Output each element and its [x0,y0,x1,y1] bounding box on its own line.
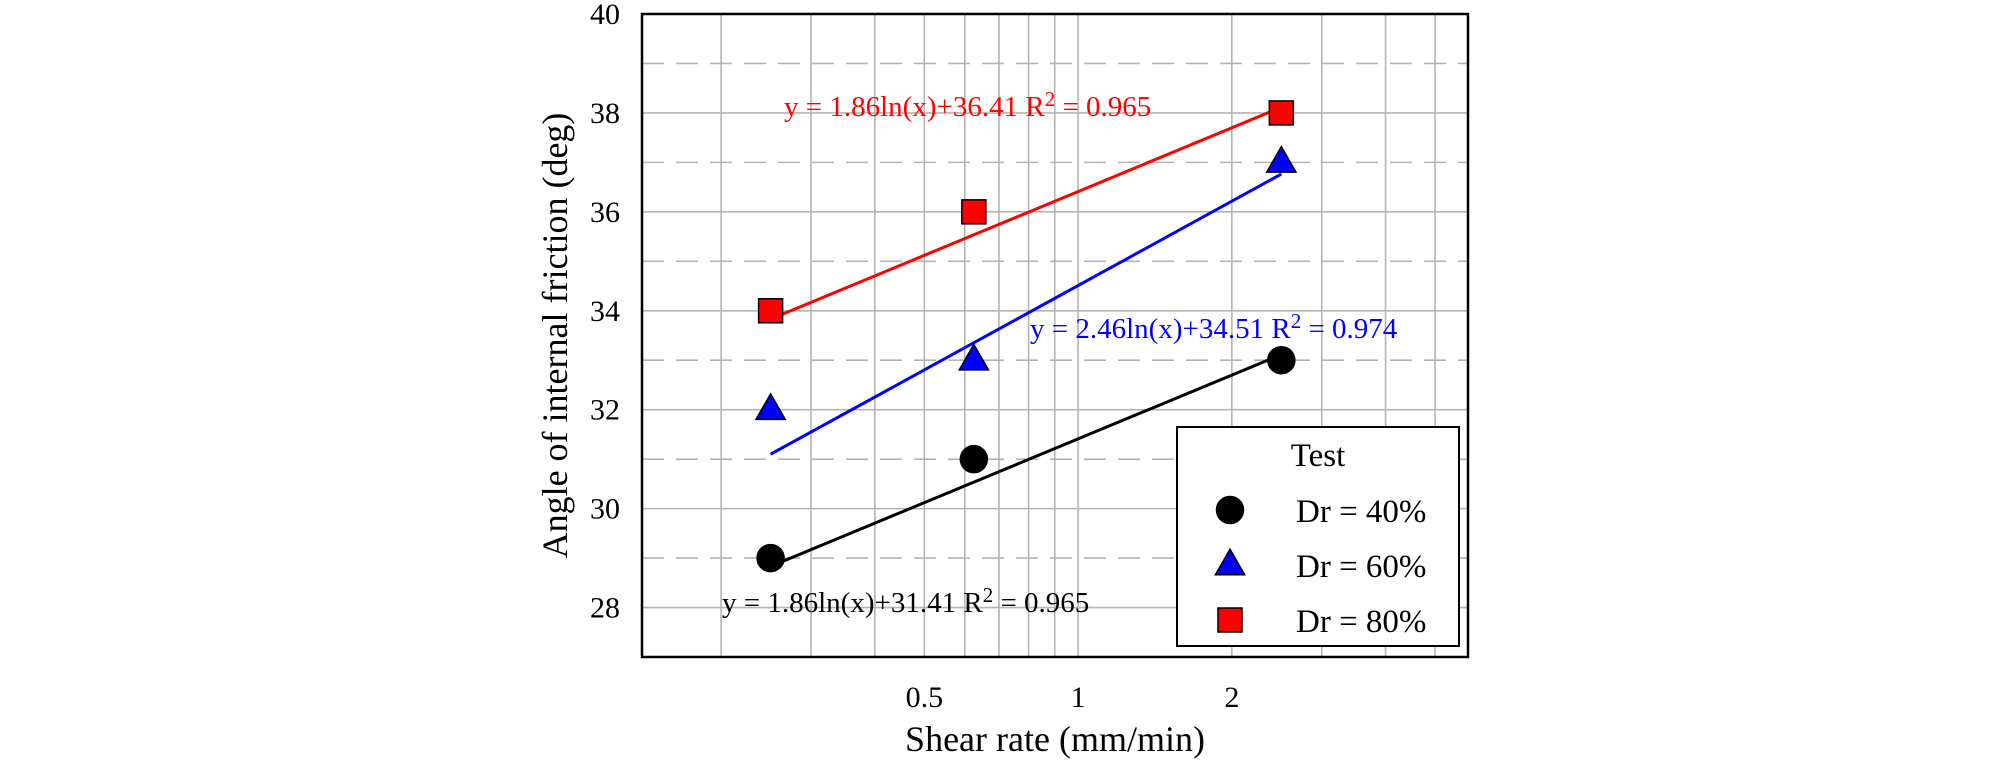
data-point-circle [756,543,785,573]
fit-line [769,172,1283,456]
y-tick-label: 40 [590,0,620,31]
y-tick-label: 38 [590,97,620,130]
y-axis-label: Angle of internal friction (deg) [535,113,575,559]
x-tick-label: 2 [1224,681,1239,714]
data-point-square [961,199,987,225]
y-tick-label: 28 [590,592,620,625]
fit-lines [769,105,1283,568]
data-point-square [757,298,784,324]
legend-marker-circle [1215,495,1245,525]
y-tick-label: 34 [590,295,620,328]
fit-equation: y = 2.46ln(x)+34.51 R2 = 0.974 [1030,309,1398,345]
y-tick-label: 30 [590,493,620,526]
tick-labels: 28 30 32 34 36 38 40 0.5 1 2 [590,0,1239,714]
x-tick-label: 0.5 [906,681,944,714]
legend-entry-label: Dr = 60% [1296,549,1426,585]
legend-title: Test [1291,438,1346,474]
x-tick-label: 1 [1071,681,1086,714]
fit-line [770,105,1282,321]
data-point-square [1268,100,1295,126]
fit-equation: y = 1.86ln(x)+36.41 R2 = 0.965 [784,87,1151,123]
legend-entry-label: Dr = 80% [1296,604,1426,640]
x-axis-label: Shear rate (mm/min) [905,719,1205,759]
y-tick-label: 32 [590,394,620,427]
y-tick-label: 36 [590,196,620,229]
legend-entry-label: Dr = 40% [1296,494,1426,530]
data-point-triangle [1265,145,1298,173]
plot-frame [640,12,1470,659]
data-point-triangle [754,392,787,421]
fit-line [770,353,1282,568]
data-point-circle [959,444,989,474]
data-point-triangle [957,342,990,371]
data-markers [754,100,1298,573]
legend: Test Dr = 40% Dr = 60% Dr = 80% [1176,426,1460,647]
fit-equation: y = 1.86ln(x)+31.41 R2 = 0.965 [722,583,1089,619]
legend-marker-triangle [1214,547,1246,576]
legend-marker-square [1217,607,1243,633]
data-point-circle [1267,345,1296,375]
fit-equations: y = 1.86ln(x)+31.41 R2 = 0.965 y = 2.46ln… [722,87,1398,619]
